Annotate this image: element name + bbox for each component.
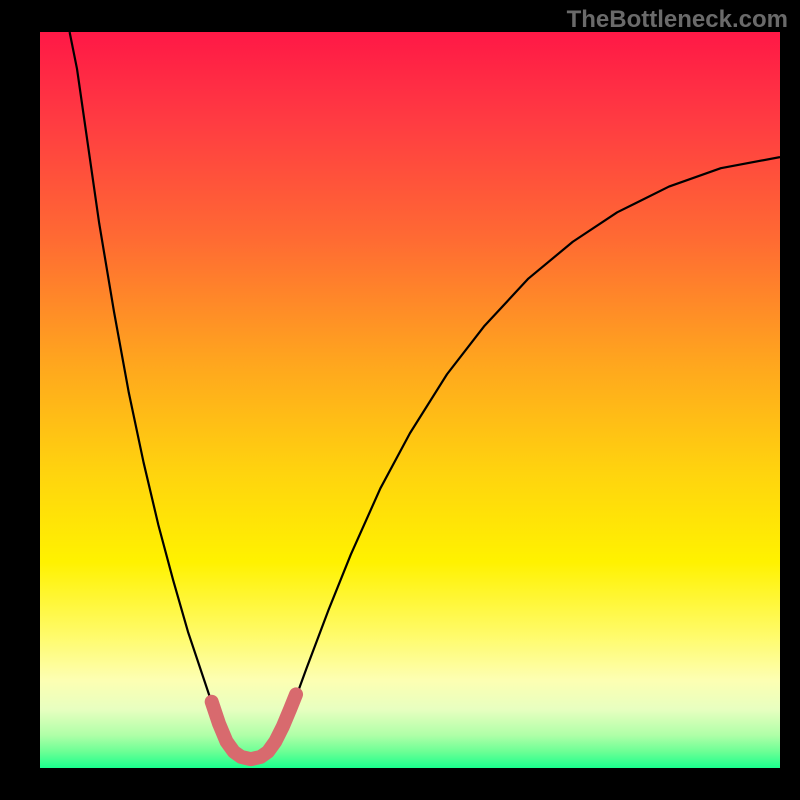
curves-svg (40, 32, 780, 768)
watermark-text: TheBottleneck.com (567, 6, 788, 34)
bottleneck-curve (70, 32, 780, 764)
plot-area (40, 32, 780, 768)
bottom-overlay-curve (212, 694, 296, 759)
chart-container: TheBottleneck.com (0, 0, 800, 800)
